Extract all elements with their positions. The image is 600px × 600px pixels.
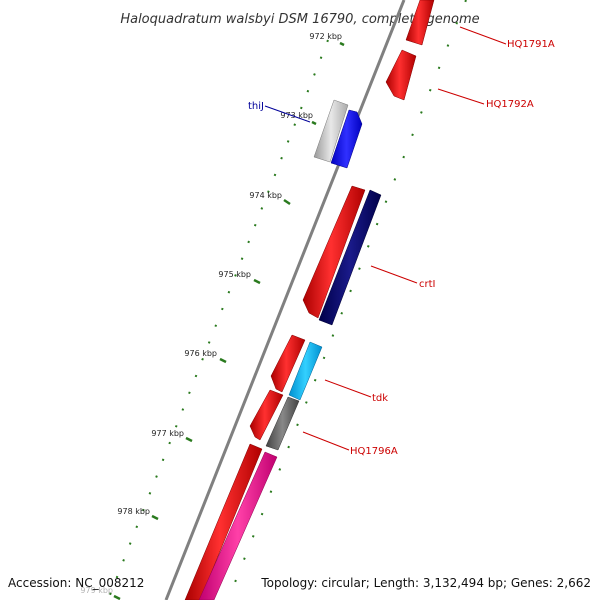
tick-label: 979 kbp xyxy=(80,586,113,595)
gene-forward-block[interactable] xyxy=(249,389,284,441)
gene-navy-block[interactable] xyxy=(318,189,382,326)
inner-tick-track xyxy=(107,39,329,600)
map-title: Haloquadratum walsbyi DSM 16790, complet… xyxy=(120,12,479,27)
tick-label: 973 kbp xyxy=(280,111,313,120)
outer-tick-track xyxy=(227,0,467,600)
gene-forward-block[interactable] xyxy=(270,334,306,393)
gene-pink-block[interactable] xyxy=(198,451,278,600)
major-tick xyxy=(151,514,159,521)
topology-text: Topology: circular; Length: 3,132,494 bp… xyxy=(260,576,591,590)
tick-label: 974 kbp xyxy=(249,191,282,200)
leader-thij xyxy=(264,105,311,123)
major-tick xyxy=(339,41,345,47)
major-tick xyxy=(113,594,121,600)
tick-label: 975 kbp xyxy=(218,270,251,279)
gene-hq1796a-block[interactable] xyxy=(265,396,300,451)
reverse-strand xyxy=(198,99,382,600)
leader-hq1792a xyxy=(437,88,485,105)
leader-hq1796a xyxy=(302,431,350,451)
major-tick xyxy=(283,198,291,206)
gene-label-hq1796a[interactable]: HQ1796A xyxy=(350,446,398,457)
gene-hq1792a-block[interactable] xyxy=(385,49,417,101)
gene-thij-block[interactable] xyxy=(313,99,349,163)
gene-label-hq1791a[interactable]: HQ1791A xyxy=(507,39,555,50)
gene-hq1791a-block[interactable] xyxy=(405,0,435,46)
forward-strand xyxy=(184,0,435,600)
gene-tdk-block[interactable] xyxy=(288,341,323,401)
tick-label: 972 kbp xyxy=(309,32,342,41)
gene-label-hq1792a[interactable]: HQ1792A xyxy=(486,99,534,110)
gene-label-thij[interactable]: thiJ xyxy=(248,101,264,112)
gene-thij-arrow[interactable] xyxy=(330,109,363,169)
accession-text: Accession: NC_008212 xyxy=(8,576,144,590)
tick-label: 978 kbp xyxy=(117,507,150,516)
major-tick xyxy=(219,357,227,364)
gene-leaders xyxy=(264,26,507,451)
tick-label: 977 kbp xyxy=(151,429,184,438)
major-tick xyxy=(311,120,317,126)
tick-label: 976 kbp xyxy=(184,349,217,358)
gene-forward-block[interactable] xyxy=(184,443,263,600)
major-ticks xyxy=(113,41,345,600)
leader-hq1791a xyxy=(459,26,507,45)
major-tick xyxy=(253,278,261,285)
genome-backbone xyxy=(164,0,406,600)
major-tick xyxy=(185,436,193,443)
leader-crti xyxy=(370,265,418,284)
gene-label-tdk[interactable]: tdk xyxy=(372,393,388,404)
gene-labels: HQ1791A HQ1792A thiJ crtI tdk HQ1796A xyxy=(248,39,555,457)
gene-label-crti[interactable]: crtI xyxy=(419,279,435,290)
tick-labels: 972 kbp 973 kbp 974 kbp 975 kbp 976 kbp … xyxy=(80,32,342,595)
gene-crti-block[interactable] xyxy=(302,185,366,319)
leader-tdk xyxy=(324,379,372,398)
